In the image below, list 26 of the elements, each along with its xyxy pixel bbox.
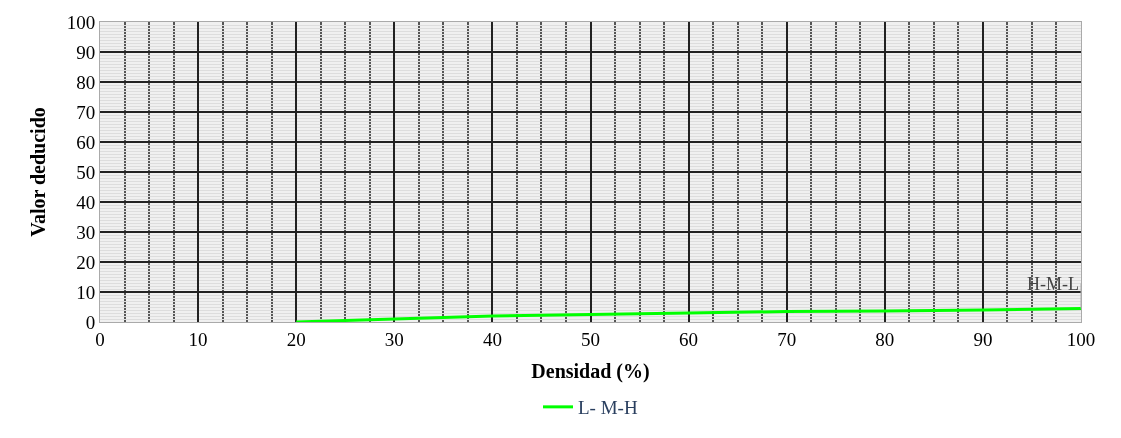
y-tick-label: 70 — [76, 101, 96, 123]
x-tick-label: 90 — [973, 328, 993, 350]
x-tick-label: 10 — [188, 328, 208, 350]
legend-label: L- M-H — [578, 397, 638, 419]
y-tick-label: 50 — [76, 161, 96, 183]
x-tick-label: 40 — [482, 328, 502, 350]
y-tick-label: 0 — [85, 311, 96, 333]
x-tick-label: 30 — [384, 328, 404, 350]
x-tick-label: 60 — [679, 328, 699, 350]
y-axis-title: Valor deducido — [27, 107, 50, 237]
x-tick-label: 80 — [875, 328, 895, 350]
x-tick-label: 20 — [286, 328, 306, 350]
y-tick-label: 10 — [76, 281, 96, 303]
y-tick-label: 90 — [76, 41, 96, 63]
y-tick-label: 100 — [66, 11, 96, 33]
y-tick-label: 20 — [76, 251, 96, 273]
x-tick-label: 100 — [1066, 328, 1096, 350]
y-tick-label: 40 — [76, 191, 96, 213]
x-tick-label: 50 — [581, 328, 600, 350]
line-series — [294, 307, 1081, 322]
y-tick-label: 60 — [76, 131, 96, 153]
x-axis-title: Densidad (%) — [531, 360, 650, 384]
annotation: H-M-L — [1027, 274, 1079, 294]
y-tick-label: 80 — [76, 71, 96, 93]
y-tick-label: 30 — [76, 221, 96, 243]
x-tick-label: 70 — [777, 328, 797, 350]
